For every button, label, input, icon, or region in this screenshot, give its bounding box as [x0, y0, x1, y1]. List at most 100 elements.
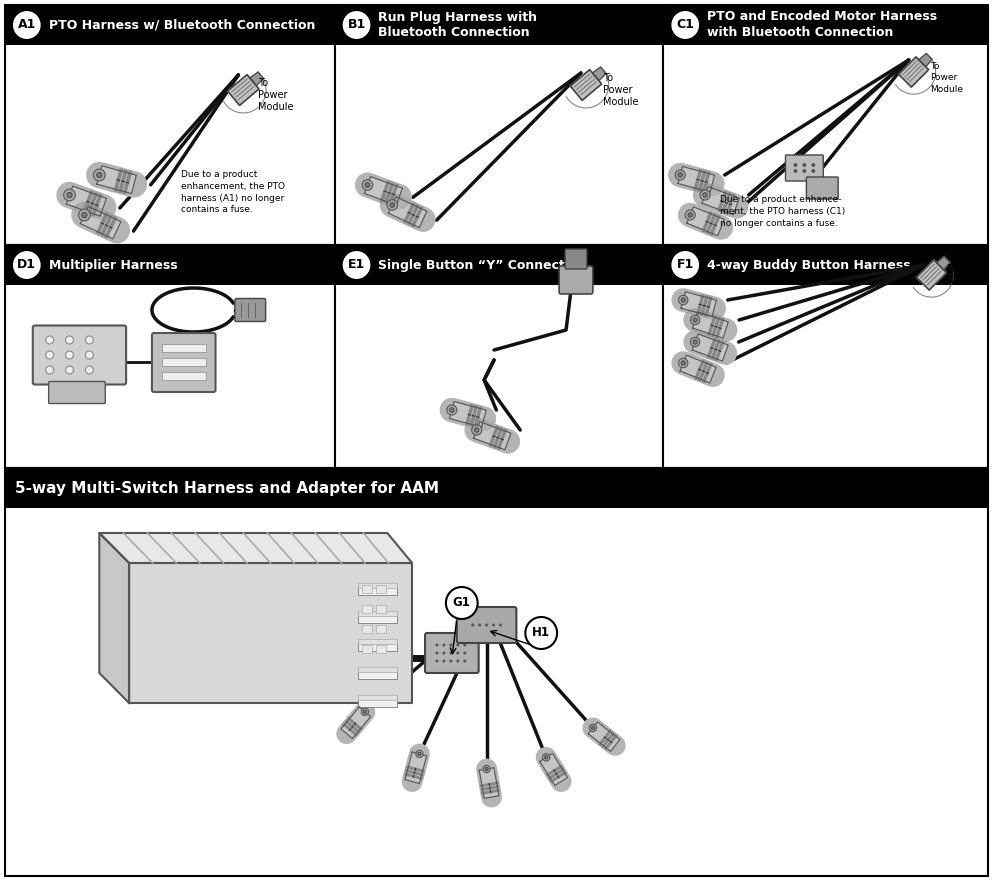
- Circle shape: [793, 163, 797, 167]
- Circle shape: [67, 192, 72, 197]
- Polygon shape: [364, 176, 402, 205]
- Bar: [5, 5, 335, 245]
- Polygon shape: [678, 167, 715, 192]
- Polygon shape: [681, 292, 716, 316]
- Circle shape: [442, 643, 445, 647]
- FancyBboxPatch shape: [33, 325, 126, 384]
- Bar: [336, 245, 662, 285]
- Circle shape: [66, 336, 73, 344]
- Bar: [362, 585, 372, 593]
- Circle shape: [435, 643, 438, 647]
- Circle shape: [492, 624, 495, 626]
- Text: 5-way Multi-Switch Harness and Adapter for AAM: 5-way Multi-Switch Harness and Adapter f…: [15, 480, 439, 495]
- Bar: [6, 245, 334, 285]
- Polygon shape: [388, 196, 427, 227]
- Bar: [664, 245, 987, 285]
- FancyBboxPatch shape: [457, 607, 516, 643]
- Text: PTO Harness w/ Bluetooth Connection: PTO Harness w/ Bluetooth Connection: [49, 19, 315, 32]
- Polygon shape: [250, 72, 263, 85]
- Bar: [358, 613, 397, 623]
- Bar: [5, 468, 988, 876]
- Circle shape: [681, 361, 685, 365]
- Circle shape: [66, 366, 73, 374]
- Circle shape: [97, 173, 102, 178]
- Polygon shape: [99, 533, 129, 703]
- Circle shape: [679, 295, 688, 305]
- Bar: [6, 468, 987, 508]
- Circle shape: [342, 10, 371, 40]
- Polygon shape: [80, 206, 121, 239]
- FancyBboxPatch shape: [786, 155, 823, 181]
- Polygon shape: [450, 402, 486, 427]
- Text: B1: B1: [347, 19, 366, 32]
- Bar: [358, 697, 397, 707]
- Circle shape: [435, 660, 438, 663]
- Bar: [362, 625, 372, 633]
- Polygon shape: [66, 186, 106, 216]
- Text: To
Power
Module: To Power Module: [931, 63, 964, 93]
- Text: PTO and Encoded Motor Harness
with Bluetooth Connection: PTO and Encoded Motor Harness with Bluet…: [707, 11, 937, 40]
- Circle shape: [811, 163, 815, 167]
- Bar: [335, 245, 663, 468]
- Polygon shape: [99, 533, 412, 563]
- Circle shape: [471, 624, 474, 626]
- Bar: [358, 641, 397, 651]
- Circle shape: [447, 405, 457, 415]
- Text: C1: C1: [676, 19, 694, 32]
- Circle shape: [85, 336, 93, 344]
- Circle shape: [342, 250, 371, 280]
- Circle shape: [693, 318, 697, 322]
- Circle shape: [499, 624, 502, 626]
- Polygon shape: [540, 753, 567, 786]
- Bar: [336, 5, 662, 45]
- Circle shape: [46, 351, 54, 359]
- Polygon shape: [592, 67, 606, 81]
- FancyBboxPatch shape: [152, 333, 215, 392]
- Circle shape: [483, 766, 490, 773]
- Bar: [358, 585, 397, 595]
- Text: D1: D1: [17, 258, 36, 271]
- Circle shape: [85, 366, 93, 374]
- Circle shape: [802, 163, 806, 167]
- Circle shape: [442, 660, 445, 663]
- Circle shape: [463, 660, 466, 663]
- Circle shape: [703, 193, 707, 197]
- Circle shape: [449, 660, 452, 663]
- Text: To
Power
Module: To Power Module: [258, 78, 294, 113]
- Circle shape: [472, 425, 482, 435]
- Polygon shape: [405, 752, 427, 783]
- Bar: [376, 645, 386, 653]
- Circle shape: [670, 250, 700, 280]
- Circle shape: [690, 337, 700, 347]
- Polygon shape: [692, 334, 728, 361]
- Polygon shape: [693, 312, 728, 338]
- FancyBboxPatch shape: [806, 177, 838, 199]
- Circle shape: [64, 189, 75, 201]
- Polygon shape: [899, 57, 929, 87]
- Circle shape: [542, 753, 550, 761]
- Circle shape: [456, 652, 459, 655]
- Circle shape: [12, 250, 42, 280]
- Bar: [358, 669, 397, 679]
- Circle shape: [66, 351, 73, 359]
- Text: E1: E1: [348, 258, 365, 271]
- Circle shape: [474, 427, 479, 433]
- Circle shape: [361, 708, 369, 715]
- Circle shape: [390, 203, 395, 207]
- Circle shape: [525, 617, 557, 649]
- Circle shape: [93, 169, 105, 181]
- Circle shape: [82, 212, 87, 218]
- Polygon shape: [687, 207, 724, 236]
- Bar: [358, 611, 397, 616]
- Circle shape: [678, 173, 683, 177]
- Bar: [376, 585, 386, 593]
- Bar: [358, 695, 397, 700]
- FancyBboxPatch shape: [49, 381, 105, 403]
- FancyBboxPatch shape: [565, 249, 587, 269]
- Polygon shape: [919, 54, 932, 67]
- Circle shape: [802, 169, 806, 173]
- Text: G1: G1: [453, 596, 471, 610]
- Circle shape: [449, 643, 452, 647]
- Bar: [362, 605, 372, 613]
- Circle shape: [12, 10, 42, 40]
